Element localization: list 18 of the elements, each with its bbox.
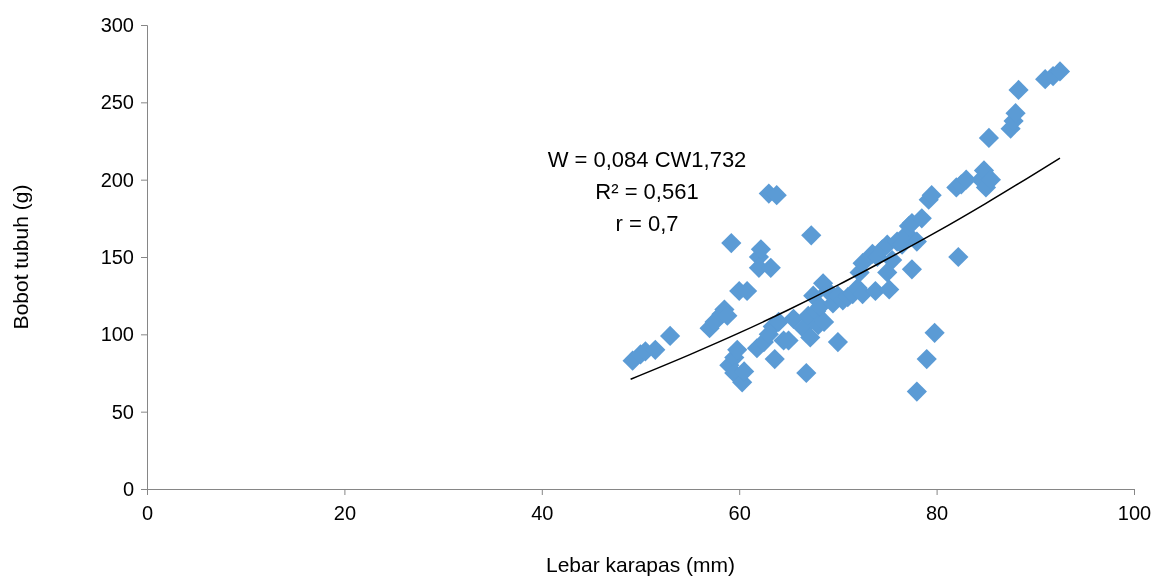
x-tick-label: 60 — [728, 502, 751, 524]
y-tick-label: 100 — [100, 323, 134, 346]
y-tick-label: 300 — [100, 13, 134, 36]
x-tick-label: 100 — [1117, 502, 1152, 524]
x-tick-label: 80 — [925, 502, 949, 524]
x-axis-title: Lebar karapas (mm) — [545, 553, 736, 576]
y-axis-title: Bobot tubuh (g) — [9, 184, 32, 330]
annotation: R² = 0,561 — [595, 179, 699, 204]
y-tick-label: 200 — [100, 168, 134, 191]
y-tick-label: 150 — [100, 245, 134, 268]
y-tick-label: 50 — [111, 400, 134, 423]
x-tick-label: 40 — [531, 502, 554, 524]
annotation: W = 0,084 CW1,732 — [547, 147, 747, 172]
y-tick-label: 250 — [100, 91, 134, 114]
x-tick-label: 20 — [333, 502, 357, 524]
x-tick-label: 0 — [141, 502, 154, 524]
y-tick-label: 0 — [122, 477, 134, 500]
annotation: r = 0,7 — [615, 211, 679, 236]
